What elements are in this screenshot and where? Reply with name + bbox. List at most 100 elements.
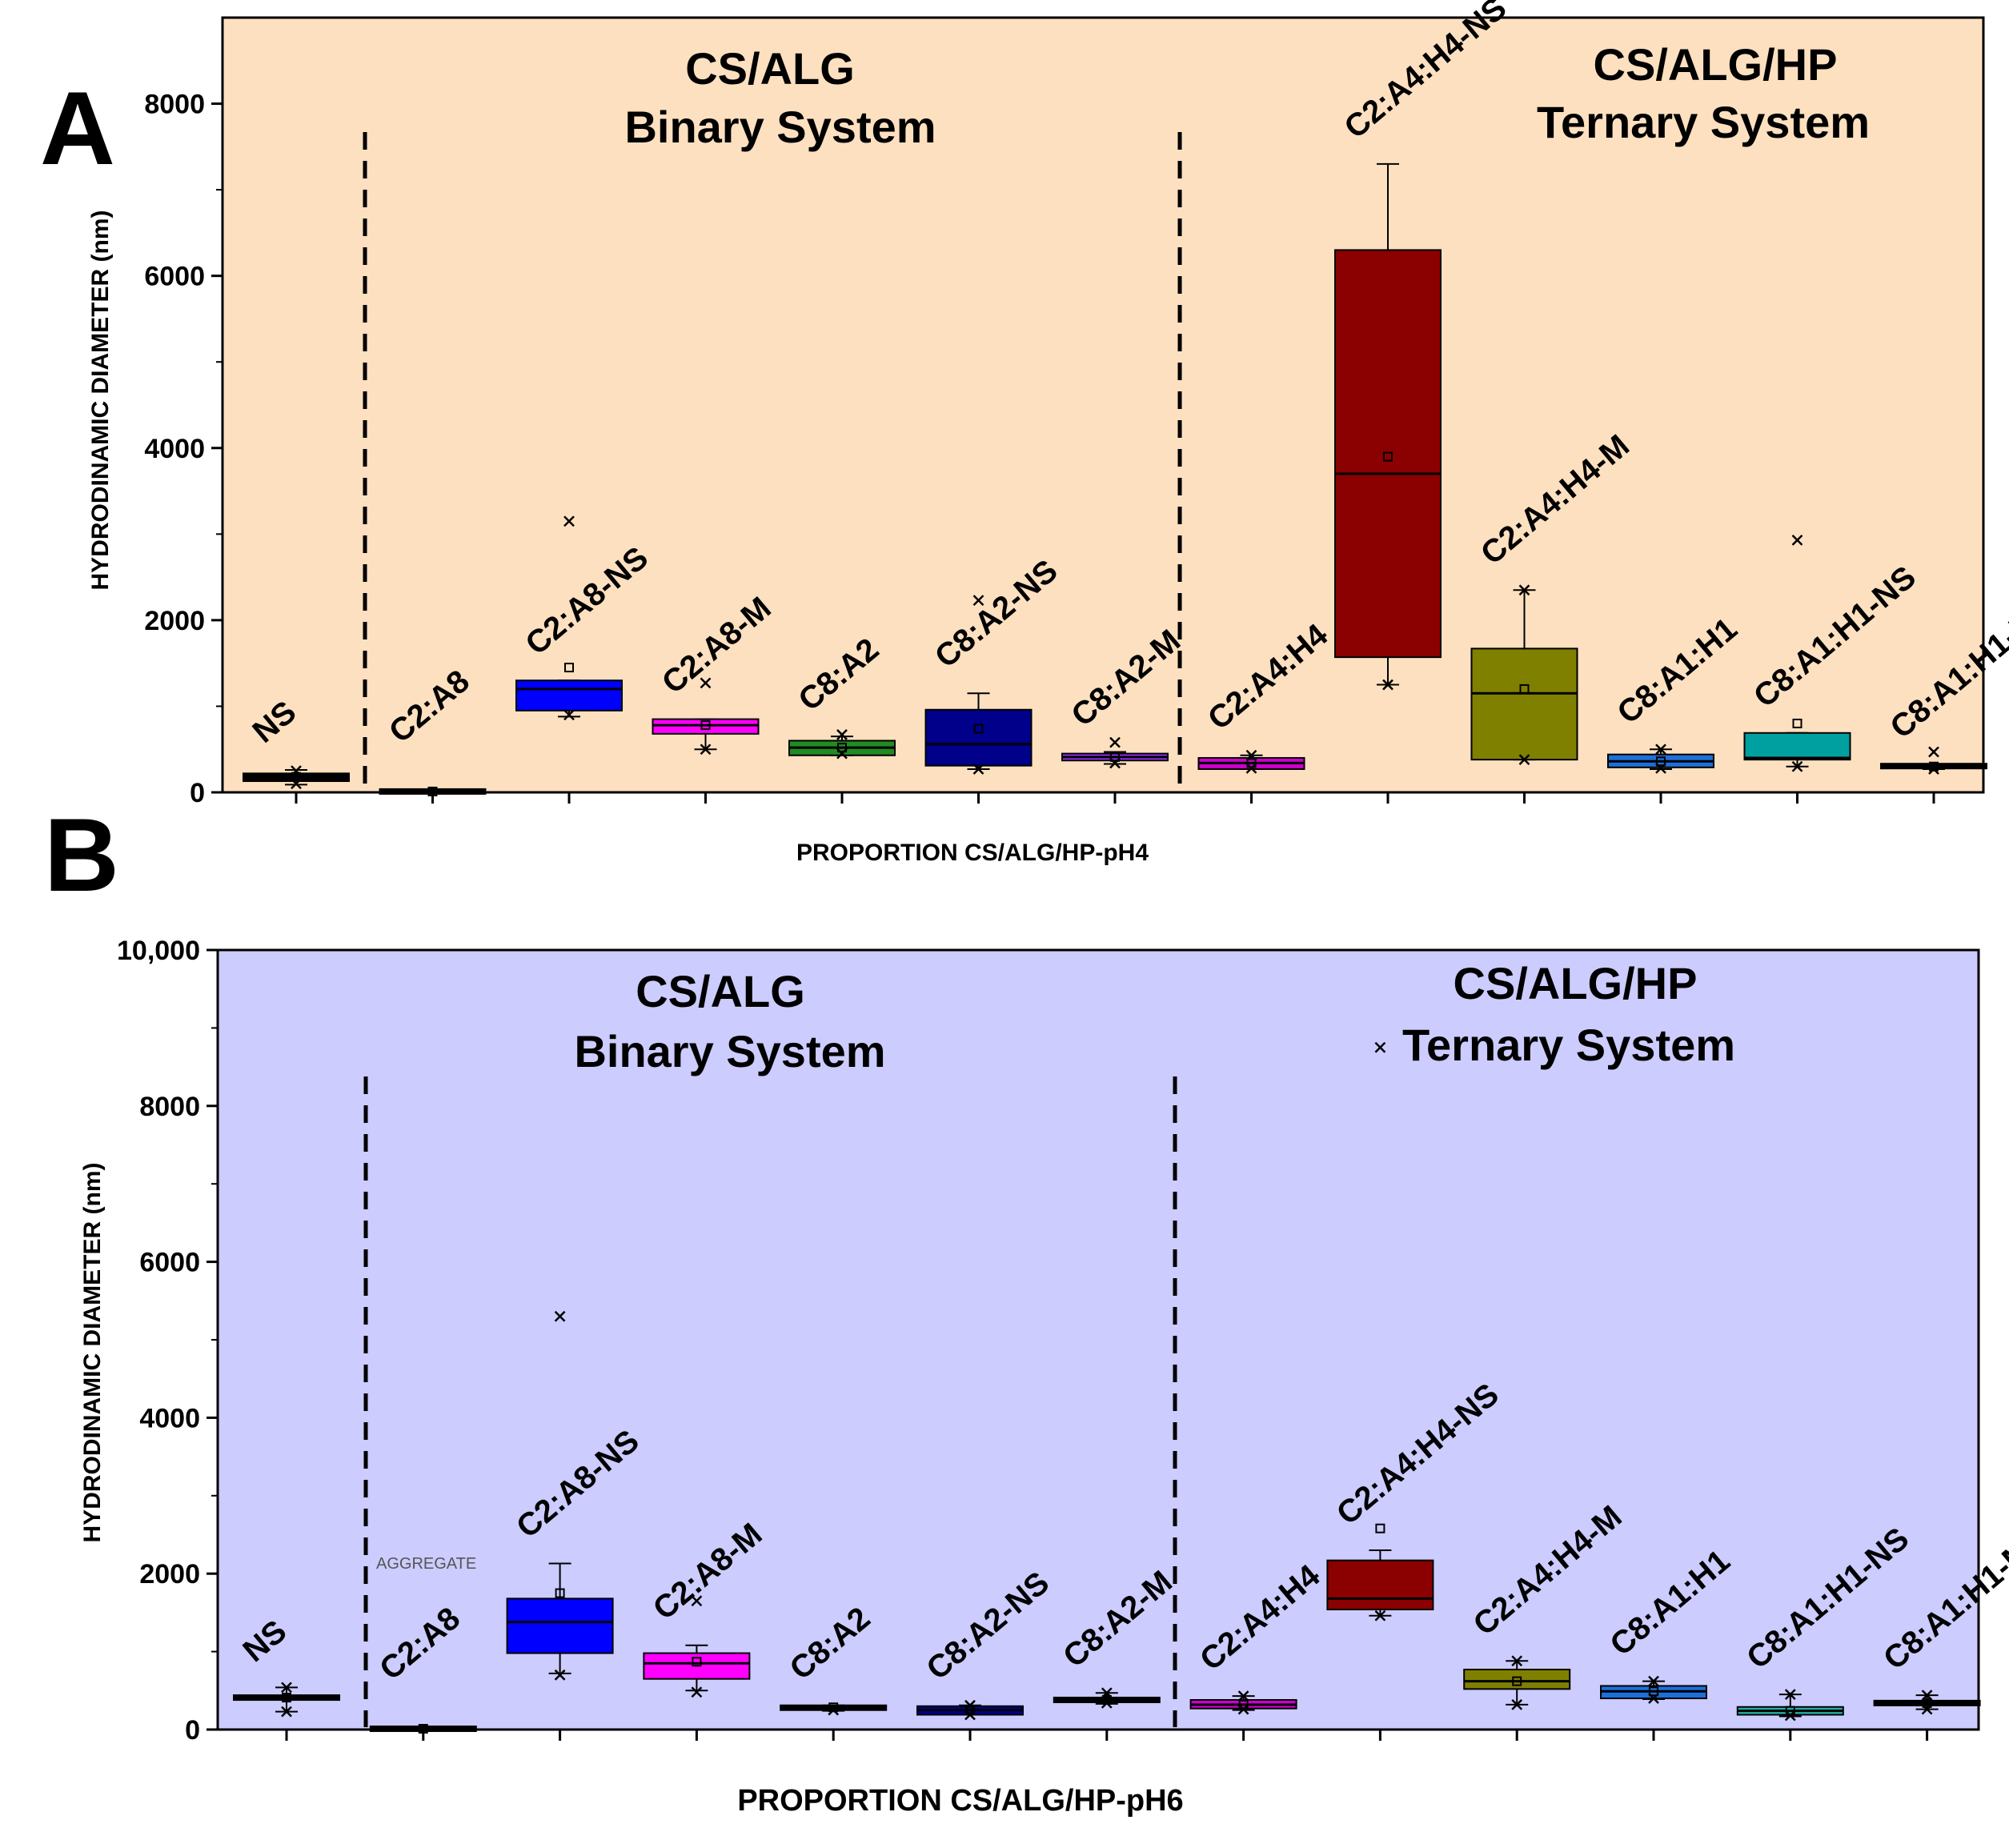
outlier-marker [1648,1693,1659,1704]
x-axis-title-b: PROPORTION CS/ALG/HP-pH6 [737,1784,1183,1818]
box-iqr [515,679,623,712]
panel-letter-b: B [44,796,119,913]
mean-marker [282,1693,291,1703]
group-title-binary-b-line2: Binary System [574,1026,885,1076]
outlier-marker [291,778,302,790]
y-axis-title-a: HYDRODINAMIC DIAMETER (nm) [87,210,114,591]
outlier-marker [291,765,302,776]
outlier-marker [1655,763,1666,774]
mean-marker [555,1588,565,1598]
y-axis-title-b: HYDRODINAMIC DIAMETER (nm) [79,1163,106,1543]
y-tick-label: 8000 [144,90,205,120]
group-title-binary-a-line1: CS/ALG [685,43,855,94]
outlier-marker [1109,757,1121,769]
plot-area-a [221,16,1985,794]
y-tick-label: 6000 [139,1248,200,1278]
outlier-marker [964,1699,976,1711]
box-iqr [1463,1669,1571,1690]
group-title-binary-a-line2: Binary System [624,102,936,152]
outlier-marker [1784,1689,1796,1701]
mean-marker [1110,752,1120,762]
box-iqr [1334,249,1442,659]
outlier-marker [1101,1687,1113,1699]
mean-marker [1519,683,1530,694]
outlier-marker [1374,1609,1386,1622]
outlier-marker [554,1669,566,1681]
outlier-marker [1237,1703,1249,1715]
outlier-marker [1655,744,1666,756]
box-iqr [506,1597,614,1654]
outlier-marker [828,1704,840,1716]
outlier-marker [836,729,848,740]
outlier-marker [1511,1655,1523,1667]
outlier-marker [700,677,712,689]
group-title-ternary-a-line2: Ternary System [1537,97,1870,147]
box-iqr [652,718,760,735]
mean-marker [1922,1698,1932,1708]
outlier-marker [1648,1675,1659,1687]
outlier-marker [1928,746,1939,758]
outlier-marker [554,1310,566,1322]
aggregate-note: AGGREGATE [376,1555,476,1573]
outlier-marker [1511,1698,1523,1710]
box-iqr [1326,1559,1434,1611]
outlier-marker [1245,749,1257,761]
mean-marker [1656,756,1666,767]
outlier-marker [1245,763,1257,774]
outlier-marker [281,1682,292,1694]
box-iqr [1743,732,1851,761]
outlier-marker [700,744,712,756]
mean-marker [1512,1676,1522,1686]
outlier-marker [964,1709,976,1721]
outlier-marker [281,1706,292,1718]
outlier-marker [1101,1697,1113,1709]
y-tick-label: 6000 [144,262,205,292]
mean-marker [418,1724,428,1734]
y-tick-label: 4000 [144,434,205,464]
mean-marker [1383,451,1393,462]
box-iqr [924,708,1033,767]
y-tick-label: 0 [185,1715,200,1746]
outlier-marker [836,748,848,760]
outlier-marker [1791,534,1803,546]
box-iqr [1470,647,1578,761]
mean-marker [1375,1523,1385,1533]
mean-marker [1792,718,1802,728]
mean-marker [427,786,438,796]
y-tick-label: 10,000 [117,936,200,966]
outlier-marker [972,764,984,775]
outlier-marker [1518,754,1530,766]
mean-marker [837,743,847,753]
outlier-marker [1928,764,1939,775]
y-tick-label: 2000 [139,1559,200,1589]
outlier-marker [972,595,984,607]
outlier-marker [1791,760,1803,772]
outlier-marker [1382,679,1393,691]
y-tick-label: 8000 [139,1092,200,1122]
outlier-marker [1518,584,1530,596]
mean-marker [564,663,574,673]
mean-marker [692,1657,702,1667]
outlier-marker [1109,736,1121,748]
outlier-marker [691,1686,703,1698]
y-tick-label: 0 [190,778,205,808]
mean-marker [1929,761,1939,772]
group-title-ternary-b-line2: Ternary System [1402,1020,1735,1070]
outlier-marker [1921,1690,1933,1702]
outlier-marker [1784,1710,1796,1722]
box-C2:A4:H4-NS: C2:A4:H4-NS [1334,0,1513,691]
outlier-marker [563,709,575,721]
mean-marker [291,772,301,782]
outlier-marker [1921,1703,1933,1715]
outlier-marker [1237,1690,1249,1702]
mean-marker [700,720,711,731]
outlier-marker [1374,1041,1386,1053]
group-title-ternary-a-line1: CS/ALG/HP [1594,39,1838,90]
outlier-marker [563,515,575,527]
y-tick-label: 4000 [139,1403,200,1433]
group-title-ternary-b-line1: CS/ALG/HP [1454,958,1698,1008]
y-tick-label: 2000 [144,606,205,636]
